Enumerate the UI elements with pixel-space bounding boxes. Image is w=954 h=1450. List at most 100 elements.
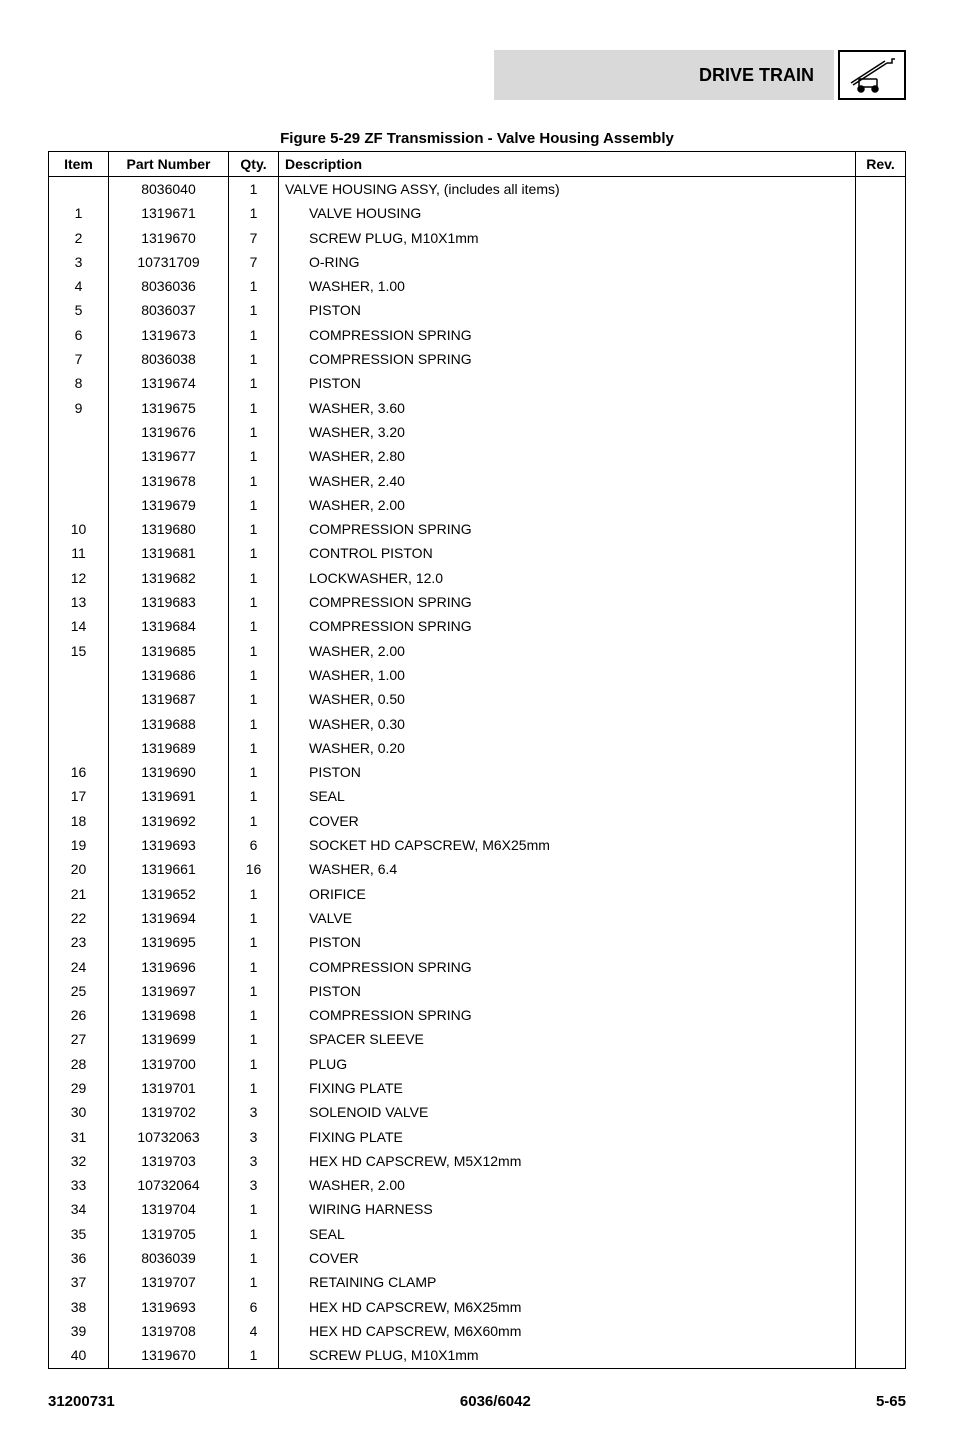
- cell-item: 10: [49, 517, 109, 541]
- table-row: 1213196821LOCKWASHER, 12.0: [49, 566, 906, 590]
- cell-qty: 1: [229, 663, 279, 687]
- cell-part: 8036037: [109, 298, 229, 322]
- cell-part: 1319691: [109, 784, 229, 808]
- cell-part: 1319696: [109, 955, 229, 979]
- col-header-item: Item: [49, 152, 109, 177]
- cell-rev: [856, 298, 906, 322]
- page-footer: 31200731 6036/6042 5-65: [48, 1393, 906, 1410]
- cell-rev: [856, 1149, 906, 1173]
- telehandler-icon: [847, 57, 897, 93]
- cell-part: 1319673: [109, 323, 229, 347]
- cell-item: 16: [49, 760, 109, 784]
- cell-item: 40: [49, 1343, 109, 1368]
- cell-rev: [856, 371, 906, 395]
- cell-part: 1319705: [109, 1222, 229, 1246]
- cell-qty: 1: [229, 1003, 279, 1027]
- cell-rev: [856, 687, 906, 711]
- cell-part: 8036036: [109, 274, 229, 298]
- cell-part: 10731709: [109, 250, 229, 274]
- cell-qty: 1: [229, 882, 279, 906]
- cell-item: [49, 687, 109, 711]
- cell-item: 21: [49, 882, 109, 906]
- cell-desc: HEX HD CAPSCREW, M6X25mm: [279, 1295, 856, 1319]
- cell-rev: [856, 784, 906, 808]
- cell-rev: [856, 1173, 906, 1197]
- cell-rev: [856, 1027, 906, 1051]
- cell-qty: 1: [229, 469, 279, 493]
- cell-qty: 1: [229, 420, 279, 444]
- cell-qty: 1: [229, 298, 279, 322]
- cell-desc: WASHER, 0.50: [279, 687, 856, 711]
- cell-qty: 1: [229, 347, 279, 371]
- cell-qty: 1: [229, 979, 279, 1003]
- cell-desc: SOLENOID VALVE: [279, 1100, 856, 1124]
- cell-part: 1319693: [109, 833, 229, 857]
- cell-part: 1319681: [109, 541, 229, 565]
- cell-qty: 1: [229, 809, 279, 833]
- cell-item: [49, 177, 109, 202]
- cell-desc: PISTON: [279, 760, 856, 784]
- table-row: 1513196851WASHER, 2.00: [49, 639, 906, 663]
- table-row: 20131966116WASHER, 6.4: [49, 857, 906, 881]
- cell-rev: [856, 274, 906, 298]
- cell-desc: SEAL: [279, 784, 856, 808]
- cell-part: 1319680: [109, 517, 229, 541]
- cell-rev: [856, 857, 906, 881]
- cell-rev: [856, 590, 906, 614]
- cell-desc: WASHER, 1.00: [279, 274, 856, 298]
- cell-qty: 1: [229, 930, 279, 954]
- cell-part: 1319685: [109, 639, 229, 663]
- cell-desc: WASHER, 0.30: [279, 712, 856, 736]
- cell-rev: [856, 712, 906, 736]
- cell-part: 1319683: [109, 590, 229, 614]
- table-row: 2113196521ORIFICE: [49, 882, 906, 906]
- cell-desc: RETAINING CLAMP: [279, 1270, 856, 1294]
- cell-rev: [856, 1076, 906, 1100]
- cell-rev: [856, 250, 906, 274]
- cell-item: [49, 712, 109, 736]
- cell-desc: VALVE HOUSING: [279, 201, 856, 225]
- cell-rev: [856, 979, 906, 1003]
- cell-item: 20: [49, 857, 109, 881]
- cell-part: 1319652: [109, 882, 229, 906]
- cell-rev: [856, 809, 906, 833]
- cell-part: 1319701: [109, 1076, 229, 1100]
- table-row: 3713197071RETAINING CLAMP: [49, 1270, 906, 1294]
- cell-item: 32: [49, 1149, 109, 1173]
- cell-item: 12: [49, 566, 109, 590]
- cell-desc: COMPRESSION SPRING: [279, 517, 856, 541]
- cell-desc: COMPRESSION SPRING: [279, 323, 856, 347]
- table-row: 2513196971PISTON: [49, 979, 906, 1003]
- table-row: 2313196951PISTON: [49, 930, 906, 954]
- cell-item: [49, 663, 109, 687]
- table-row: 3813196936HEX HD CAPSCREW, M6X25mm: [49, 1295, 906, 1319]
- cell-rev: [856, 1003, 906, 1027]
- header-icon-box: [838, 50, 906, 100]
- cell-part: 1319686: [109, 663, 229, 687]
- cell-rev: [856, 1125, 906, 1149]
- cell-desc: PISTON: [279, 979, 856, 1003]
- cell-item: 35: [49, 1222, 109, 1246]
- cell-item: 3: [49, 250, 109, 274]
- cell-item: 23: [49, 930, 109, 954]
- cell-rev: [856, 517, 906, 541]
- cell-qty: 3: [229, 1173, 279, 1197]
- col-header-desc: Description: [279, 152, 856, 177]
- cell-desc: WASHER, 2.80: [279, 444, 856, 468]
- cell-desc: PISTON: [279, 930, 856, 954]
- cell-part: 1319670: [109, 226, 229, 250]
- cell-rev: [856, 323, 906, 347]
- cell-qty: 1: [229, 1076, 279, 1100]
- table-row: 3013197023SOLENOID VALVE: [49, 1100, 906, 1124]
- cell-rev: [856, 201, 906, 225]
- table-row: 2413196961COMPRESSION SPRING: [49, 955, 906, 979]
- cell-rev: [856, 1052, 906, 1076]
- footer-left: 31200731: [48, 1393, 115, 1410]
- cell-part: 1319690: [109, 760, 229, 784]
- table-row: 3513197051SEAL: [49, 1222, 906, 1246]
- cell-part: 1319679: [109, 493, 229, 517]
- cell-desc: SOCKET HD CAPSCREW, M6X25mm: [279, 833, 856, 857]
- cell-desc: COVER: [279, 809, 856, 833]
- cell-rev: [856, 1270, 906, 1294]
- table-row: 4013196701SCREW PLUG, M10X1mm: [49, 1343, 906, 1368]
